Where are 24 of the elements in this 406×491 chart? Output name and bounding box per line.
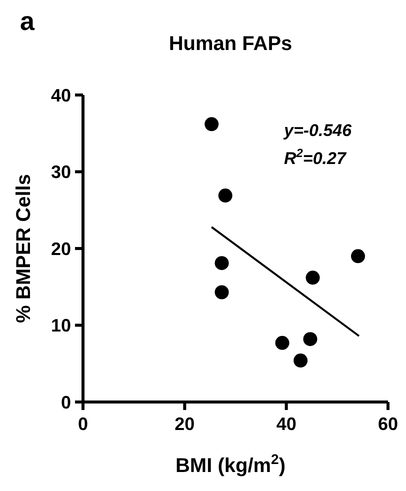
x-tick-label: 20 — [174, 414, 195, 434]
y-tick-label: 20 — [50, 238, 71, 259]
y-tick-label: 0 — [60, 392, 71, 412]
y-tick-label: 10 — [50, 316, 71, 336]
point — [214, 285, 229, 300]
point — [218, 188, 232, 203]
y-axis-title: % BMPER Cells — [13, 174, 35, 323]
text: a — [20, 6, 35, 36]
annotation: R$^{2}$=0.27 — [284, 146, 348, 168]
annotation: y=-0.546 — [283, 121, 352, 140]
x-tick-label: 60 — [378, 414, 398, 434]
chart-title: Human FAPs — [168, 33, 292, 55]
y-tick-label: 40 — [50, 85, 71, 106]
point — [214, 256, 229, 270]
x-tick-label: 0 — [78, 414, 88, 434]
point — [303, 332, 318, 346]
y-tick-label: 30 — [50, 162, 71, 182]
x-axis-title: BMI (kg/m$^{2}$) — [175, 451, 286, 477]
point — [294, 354, 308, 368]
point — [351, 249, 366, 264]
point — [275, 336, 290, 350]
x-tick-label: 40 — [276, 414, 296, 434]
point — [204, 117, 219, 132]
point — [306, 270, 320, 285]
